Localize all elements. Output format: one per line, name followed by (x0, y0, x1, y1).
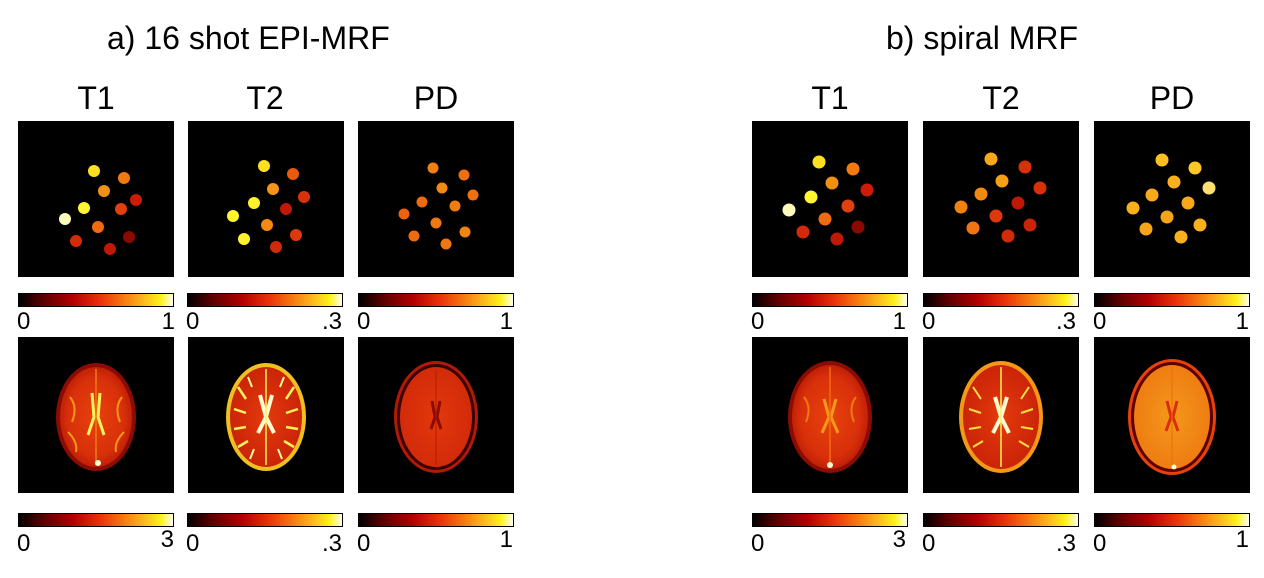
panel-a-t2-brain-colorbar (187, 513, 343, 527)
panel-b-t2-brain-image (923, 337, 1079, 493)
colorbar-min-label: 0 (17, 530, 31, 557)
panel-a-t1-brain-image (18, 337, 174, 493)
colorbar-min-label: 0 (186, 530, 200, 557)
panel-a-t2-phantom-image (188, 121, 344, 277)
colorbar-min-label: 0 (357, 308, 371, 335)
panel-b-pd-phantom-image (1094, 121, 1250, 277)
colorbar-min-label: 0 (17, 308, 31, 335)
colorbar-min-label: 0 (1093, 530, 1107, 557)
colorbar-min-label: 0 (186, 308, 200, 335)
colorbar-max-label: 3 (160, 526, 174, 553)
panel-a-pd-brain-image (358, 337, 514, 493)
panel-a-t1-phantom-colorbar (18, 293, 174, 307)
panel-a-pd-phantom-image (358, 121, 514, 277)
colorbar-max-label: .3 (1055, 308, 1076, 335)
colorbar-max-label: 1 (161, 308, 175, 335)
colorbar-max-label: 1 (499, 308, 513, 335)
panel-b-col-t2-label: T2 (982, 80, 1020, 116)
panel-b-t2-phantom-colorbar (923, 293, 1079, 307)
colorbar-min-label: 0 (751, 530, 765, 557)
colorbar-max-label: 1 (892, 308, 906, 335)
panel-a-pd-phantom-colorbar (358, 293, 514, 307)
panel-b-t1-brain-image (752, 337, 908, 493)
panel-a-title: a) 16 shot EPI-MRF (107, 20, 390, 56)
colorbar-max-label: .3 (321, 308, 342, 335)
panel-a-col-pd-label: PD (413, 80, 459, 116)
panel-b-t2-brain-colorbar (923, 513, 1079, 527)
colorbar-min-label: 0 (357, 530, 371, 557)
panel-b-col-t1-label: T1 (811, 80, 849, 116)
colorbar-min-label: 0 (1093, 308, 1107, 335)
colorbar-max-label: 1 (1235, 526, 1249, 553)
panel-a-col-t1-label: T1 (77, 80, 115, 116)
colorbar-max-label: 1 (499, 526, 513, 553)
panel-b-t2-phantom-image (923, 121, 1079, 277)
colorbar-min-label: 0 (922, 308, 936, 335)
panel-b-pd-phantom-colorbar (1094, 293, 1250, 307)
panel-b-t1-brain-colorbar (752, 513, 908, 527)
panel-a-t1-phantom-image (18, 121, 174, 277)
panel-b-title: b) spiral MRF (886, 20, 1079, 56)
panel-b-t1-phantom-colorbar (752, 293, 908, 307)
panel-b-pd-brain-image (1094, 337, 1250, 493)
panel-b-pd-brain-colorbar (1094, 513, 1250, 527)
colorbar-min-label: 0 (922, 530, 936, 557)
panel-a-pd-brain-colorbar (358, 513, 514, 527)
panel-b-t1-phantom-image (752, 121, 908, 277)
colorbar-max-label: .3 (1055, 530, 1076, 557)
panel-a-t2-brain-image (188, 337, 344, 493)
colorbar-max-label: 1 (1235, 308, 1249, 335)
panel-a-t1-brain-colorbar (18, 513, 174, 527)
panel-a-col-t2-label: T2 (246, 80, 284, 116)
panel-b-col-pd-label: PD (1149, 80, 1195, 116)
panel-a-t2-phantom-colorbar (187, 293, 343, 307)
colorbar-min-label: 0 (751, 308, 765, 335)
colorbar-max-label: 3 (892, 526, 906, 553)
colorbar-max-label: .3 (321, 530, 342, 557)
